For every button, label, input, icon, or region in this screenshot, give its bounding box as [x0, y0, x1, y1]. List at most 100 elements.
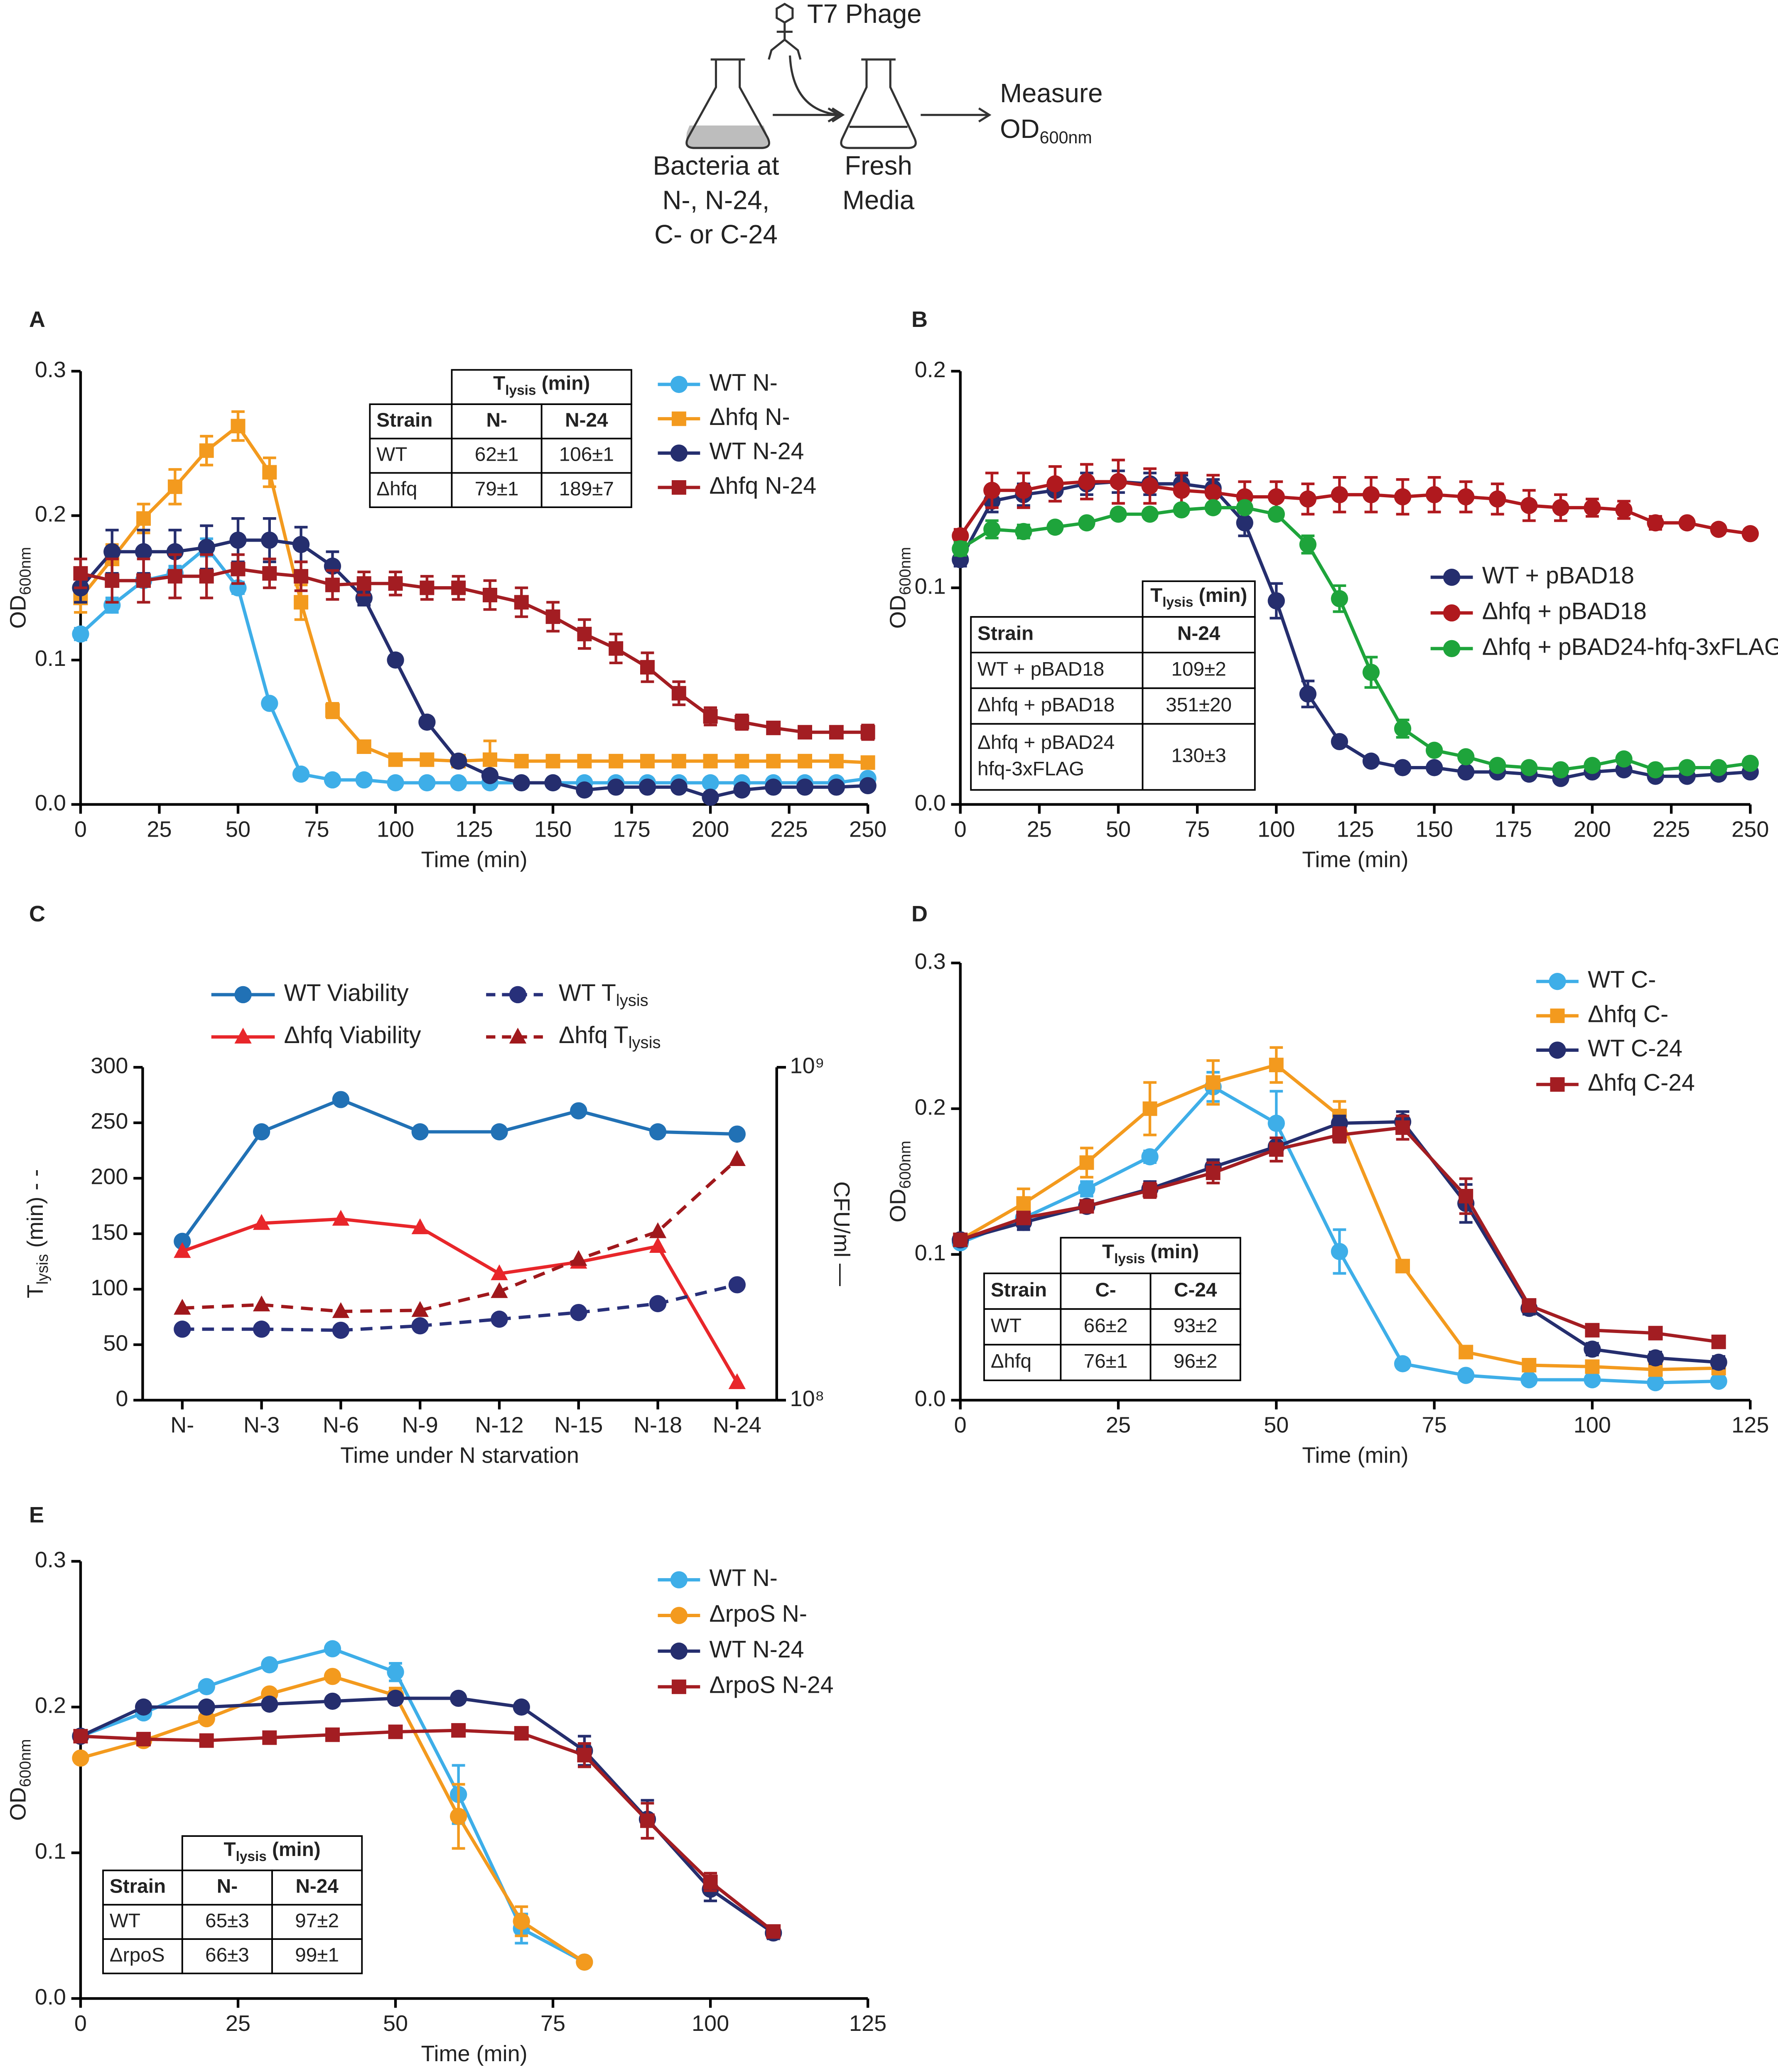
- marker: [253, 1295, 270, 1311]
- x-tick-label: 125: [849, 2011, 887, 2036]
- table-text: Strain: [110, 1876, 166, 1898]
- marker: [513, 774, 530, 792]
- marker: [570, 1102, 587, 1119]
- table-text: hfq-3xFLAG: [977, 758, 1084, 780]
- marker: [261, 695, 278, 712]
- table-cell: [983, 1344, 1062, 1381]
- table-text: Δhfq: [991, 1350, 1031, 1372]
- y-axis-label-part: (min) - -: [23, 1169, 48, 1254]
- table-cell: [181, 1835, 363, 1871]
- marker: [545, 609, 560, 624]
- marker: [449, 1807, 467, 1825]
- legend-text-part: lysis: [616, 991, 648, 1009]
- marker: [174, 1242, 191, 1258]
- marker: [491, 1264, 508, 1280]
- y-axis-label-part: OD: [886, 595, 911, 628]
- table-header: Tlysis (min): [223, 1839, 320, 1864]
- x-tick-label: N-24: [713, 1413, 761, 1438]
- table-header-part: lysis: [505, 383, 536, 398]
- legend-text-part: Δhfq C-: [1588, 1001, 1668, 1027]
- x-axis-label: Time (min): [421, 2041, 527, 2066]
- marker: [1459, 1345, 1473, 1360]
- table-cell: [1142, 580, 1256, 618]
- y-tick-label: 0.1: [35, 1839, 66, 1864]
- marker: [671, 1679, 686, 1694]
- table-cell: [181, 1904, 273, 1940]
- schematic-text: Bacteria at: [653, 151, 779, 181]
- marker: [640, 660, 655, 675]
- marker: [1141, 477, 1159, 495]
- marker: [766, 720, 781, 735]
- marker: [1362, 486, 1380, 503]
- marker: [1299, 685, 1317, 703]
- flask-liquid: [686, 125, 768, 148]
- marker: [766, 1924, 781, 1939]
- table-text: 99±1: [295, 1944, 339, 1966]
- marker: [1585, 1323, 1600, 1338]
- table-text: 109±2: [1171, 658, 1226, 680]
- table-cell: [1142, 723, 1256, 791]
- marker: [1678, 514, 1696, 532]
- marker: [1550, 1077, 1565, 1092]
- marker: [420, 580, 435, 595]
- x-tick-label: 225: [771, 817, 808, 842]
- table-cell: [102, 1869, 183, 1906]
- marker: [702, 774, 719, 792]
- table-cell: [1060, 1272, 1152, 1310]
- y-tick-label: 100: [91, 1275, 128, 1300]
- marker: [1332, 1127, 1347, 1142]
- marker: [734, 754, 749, 768]
- marker: [167, 479, 182, 494]
- table-text: C-24: [1174, 1279, 1217, 1301]
- marker: [829, 754, 844, 768]
- y-axis-label-part: 600nm: [17, 1739, 34, 1787]
- marker: [355, 771, 373, 789]
- marker: [198, 1698, 215, 1716]
- marker: [828, 778, 845, 796]
- x-tick-label: 75: [1185, 817, 1210, 842]
- marker: [135, 543, 152, 560]
- table-header-part: T: [493, 372, 505, 394]
- marker: [1550, 1008, 1565, 1023]
- table-text: N-: [486, 409, 507, 431]
- series-line: [182, 1217, 739, 1384]
- marker: [229, 531, 247, 549]
- legend-text-part: WT Viability: [284, 980, 409, 1007]
- marker: [136, 511, 151, 526]
- marker: [1457, 488, 1475, 506]
- x-tick-label: 125: [1731, 1413, 1769, 1438]
- marker: [1269, 1058, 1284, 1073]
- flask: [840, 58, 917, 149]
- legend-text: WT C-24: [1588, 1035, 1682, 1062]
- schematic-text: Fresh: [845, 151, 912, 181]
- table-text: Δhfq + pBAD24: [977, 732, 1115, 754]
- marker: [983, 481, 1001, 499]
- marker: [1443, 640, 1461, 658]
- series-line: [181, 1097, 737, 1242]
- marker: [411, 1218, 429, 1235]
- x-tick-label: 250: [1731, 817, 1769, 842]
- marker: [1741, 525, 1759, 543]
- table-cell: [1149, 1308, 1241, 1346]
- y-tick-label: 150: [91, 1220, 128, 1245]
- marker: [1443, 604, 1461, 622]
- legend-text-part: Δhfq Viability: [284, 1022, 421, 1048]
- y-tick-label: 0: [115, 1386, 128, 1411]
- marker: [544, 774, 562, 792]
- marker: [607, 778, 625, 796]
- marker: [72, 625, 89, 643]
- marker: [324, 1640, 341, 1657]
- y-axis-label-part: T: [23, 1284, 48, 1298]
- table-text: 62±1: [475, 444, 519, 466]
- series-line: [79, 538, 868, 799]
- x-tick-label: N-9: [402, 1413, 438, 1438]
- table-text: Strain: [977, 623, 1034, 645]
- legend-text-part: WT N-24: [710, 438, 804, 465]
- x-tick-label: 175: [1495, 817, 1532, 842]
- marker: [670, 1571, 688, 1588]
- marker: [1173, 501, 1190, 519]
- y-tick-label: 0.2: [35, 502, 66, 527]
- table-text: 93±2: [1174, 1315, 1218, 1337]
- marker: [1267, 1115, 1285, 1132]
- marker: [670, 1642, 688, 1660]
